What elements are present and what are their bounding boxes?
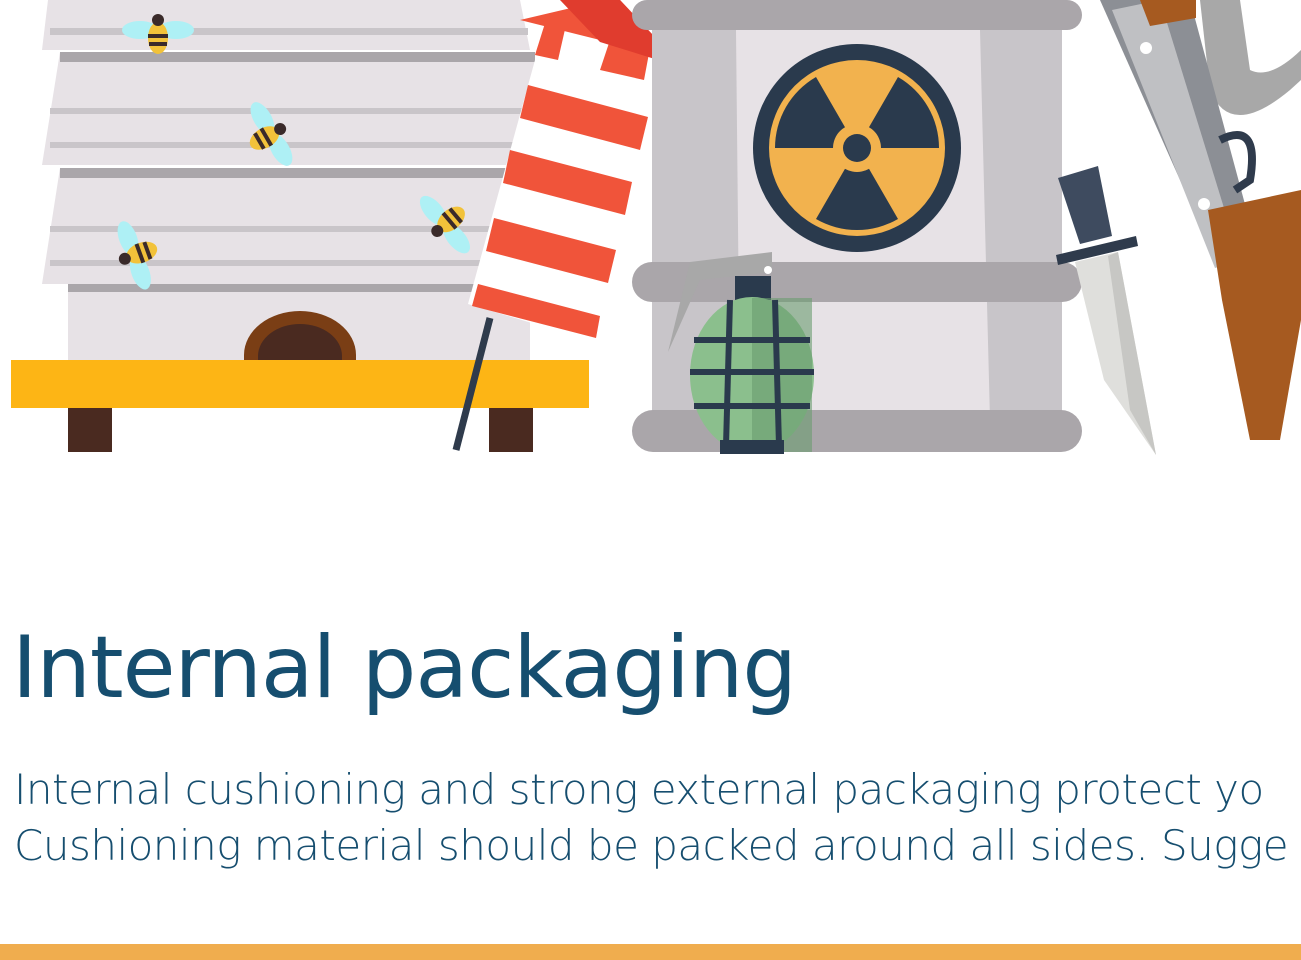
page: Internal packaging Internal cushioning a… [0, 0, 1301, 960]
footer-bar [0, 944, 1301, 960]
heading: Internal packaging [12, 618, 796, 718]
paragraph-line: Cushioning material should be packed aro… [14, 818, 1301, 874]
knife [1056, 166, 1156, 455]
illustration [0, 0, 1301, 460]
paragraph: Internal cushioning and strong external … [14, 762, 1301, 874]
paragraph-line: Internal cushioning and strong external … [14, 762, 1301, 818]
